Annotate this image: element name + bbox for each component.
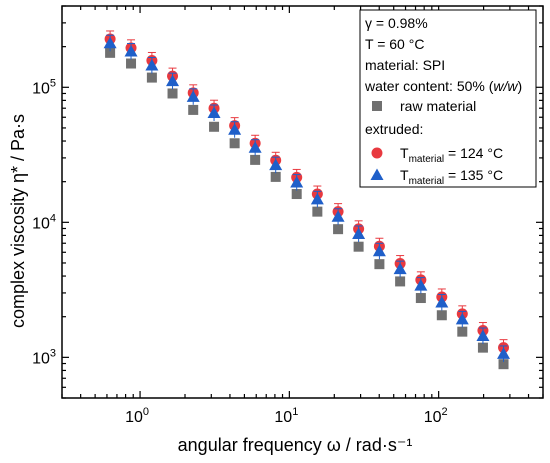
data-point (435, 295, 449, 308)
legend-extruded-label: extruded: (365, 121, 423, 137)
data-point (310, 192, 324, 205)
data-point (209, 121, 220, 132)
legend-marker-square (372, 101, 382, 111)
data-point (167, 88, 178, 99)
data-point (228, 123, 242, 135)
data-point (414, 279, 428, 291)
data-point (229, 138, 240, 149)
legend-water-content: water content: 50% (w/w) (364, 78, 522, 94)
legend-header-line: material: SPI (365, 57, 445, 73)
data-point (248, 141, 262, 153)
data-point (105, 47, 116, 58)
legend-label-raw: raw material (400, 98, 476, 114)
data-point (393, 262, 407, 275)
data-point (145, 59, 159, 71)
y-tick-label: 104 (32, 212, 56, 232)
data-point (126, 58, 137, 69)
data-point (498, 359, 509, 370)
data-point (457, 326, 468, 337)
data-point (269, 158, 283, 171)
data-point (352, 227, 366, 239)
data-point (270, 171, 281, 182)
y-tick-label: 103 (32, 347, 56, 367)
data-point (146, 72, 157, 83)
legend: γ = 0.98% T = 60 °C material: SPI water con… (359, 9, 537, 188)
series-square (105, 47, 509, 370)
data-point (436, 310, 447, 321)
legend-label-triangle: Tmaterial = 135 °C (400, 167, 503, 187)
data-point (186, 90, 200, 102)
data-point (207, 106, 221, 119)
data-point (477, 342, 488, 353)
data-point (103, 36, 117, 49)
y-tick-label: 105 (32, 77, 56, 97)
x-tick-label: 100 (125, 406, 149, 426)
data-point (188, 104, 199, 115)
data-point (333, 224, 344, 235)
data-point (312, 206, 323, 217)
plot-frame (61, 5, 544, 399)
legend-box (359, 9, 537, 188)
data-point (250, 154, 261, 165)
x-tick-label: 102 (424, 406, 448, 426)
data-point (290, 176, 304, 188)
legend-header-line: T = 60 °C (365, 36, 424, 52)
legend-marker-triangle (370, 168, 384, 180)
data-point (374, 259, 385, 270)
series-triangle (103, 34, 511, 362)
data-point (124, 45, 138, 57)
y-axis-label: complex viscosity η* / Pa·s (8, 114, 28, 328)
data-point (497, 347, 511, 359)
data-point (291, 189, 302, 200)
legend-header-line: γ = 0.98% (365, 15, 428, 31)
data-point (353, 241, 364, 252)
data-point (372, 244, 386, 257)
data-point (331, 210, 345, 222)
data-point (395, 276, 406, 287)
data-point (415, 293, 426, 304)
data-point (455, 312, 469, 325)
x-axis-label: angular frequency ω / rad·s⁻¹ (178, 435, 413, 455)
x-tick-label: 101 (274, 406, 298, 426)
data-point (476, 329, 490, 341)
legend-label-circle: Tmaterial = 124 °C (400, 145, 503, 165)
data-point (166, 74, 180, 87)
legend-marker-circle (371, 147, 383, 159)
